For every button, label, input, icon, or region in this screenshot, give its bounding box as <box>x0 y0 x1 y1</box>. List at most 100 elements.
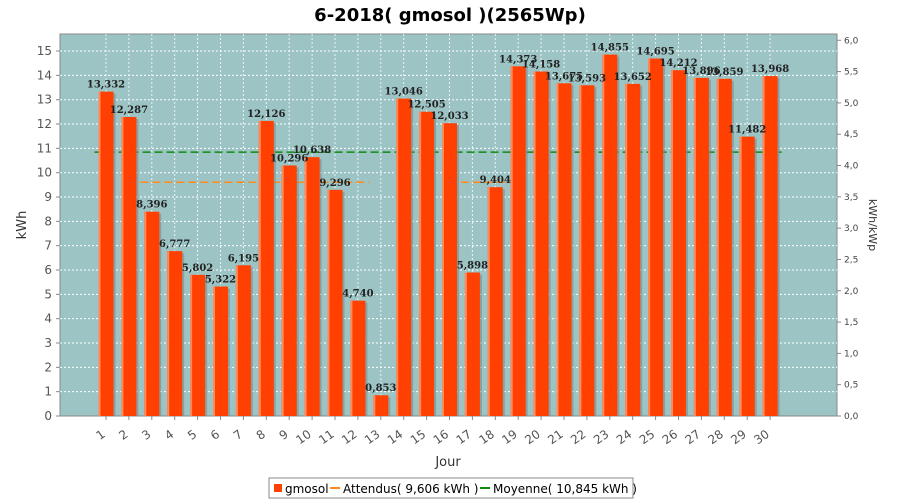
legend-label-moyenne: Moyenne( 10,845 kWh ) <box>493 482 637 496</box>
bar-highlight <box>419 111 422 416</box>
x-tick-label: 3 <box>139 427 153 443</box>
bar-highlight <box>693 77 696 417</box>
bar-8 <box>258 120 274 416</box>
bar-16 <box>442 123 457 417</box>
data-label: 13,652 <box>614 72 652 83</box>
bar-highlight <box>648 58 651 416</box>
bar-highlight <box>281 165 284 416</box>
bar-12 <box>350 300 366 416</box>
x-tick-label: 6 <box>208 427 222 443</box>
y-tick-label: 15 <box>37 44 52 58</box>
bar-2 <box>121 117 137 416</box>
data-label: 13,896 <box>682 66 720 77</box>
data-label: 14,158 <box>522 60 560 71</box>
data-label: 6,777 <box>159 239 190 250</box>
bar-highlight <box>533 71 536 416</box>
bar-4 <box>167 251 183 416</box>
x-tick-label: 29 <box>728 427 749 447</box>
x-tick-label: 9 <box>277 427 291 443</box>
bar-11 <box>327 189 343 416</box>
bar-5 <box>190 274 206 416</box>
x-tick-label: 17 <box>454 427 475 447</box>
y-tick-label: 14 <box>37 68 52 82</box>
y-right-tick-label: 0,0 <box>844 412 859 422</box>
data-label: 5,322 <box>205 275 236 286</box>
data-label: 12,505 <box>407 100 445 111</box>
bar-15 <box>419 111 435 416</box>
bar-highlight <box>121 117 124 416</box>
x-tick-label: 7 <box>231 427 245 443</box>
y-right-tick-label: 3,0 <box>844 224 859 234</box>
data-label: 0,853 <box>365 383 396 394</box>
x-tick-label: 25 <box>637 427 658 447</box>
x-axis: 1 2 3 4 5 6 7 8 9 10 11 12 13 14 15 16 17 18 19 20 21 22 23 24 2… <box>93 416 772 447</box>
bar-20 <box>533 71 549 416</box>
x-tick-label: 24 <box>614 427 635 447</box>
y-tick-label: 0 <box>44 409 52 423</box>
bar-highlight <box>762 76 765 416</box>
y-tick-label: 9 <box>44 190 52 204</box>
legend-label-gmosol: gmosol <box>285 482 329 496</box>
x-tick-label: 12 <box>339 427 360 447</box>
y-right-tick-label: 0,5 <box>844 381 858 391</box>
y-right-tick-label: 4,5 <box>844 130 858 140</box>
y-tick-label: 13 <box>37 93 52 107</box>
bar-1 <box>98 91 114 416</box>
bar-highlight <box>304 157 307 416</box>
bar-25 <box>648 58 664 416</box>
x-tick-label: 22 <box>568 427 589 447</box>
bar-10 <box>304 157 320 416</box>
y-right-tick-label: 3,5 <box>844 193 858 203</box>
y-tick-label: 2 <box>44 360 52 374</box>
data-label: 5,898 <box>457 260 488 271</box>
x-tick-label: 21 <box>545 427 566 447</box>
legend-swatch-gmosol <box>274 484 282 492</box>
bar-3 <box>144 211 160 416</box>
bar-26 <box>671 70 686 417</box>
y-right-tick-label: 1,0 <box>844 349 859 359</box>
chart-title: 6-2018( gmosol )(2565Wp) <box>314 5 586 26</box>
x-tick-label: 27 <box>683 427 704 447</box>
x-tick-label: 1 <box>93 427 107 443</box>
bar-highlight <box>327 189 330 416</box>
data-label: 13,593 <box>568 73 606 84</box>
x-tick-label: 30 <box>751 427 772 447</box>
y-right-tick-label: 1,5 <box>844 318 858 328</box>
bar-highlight <box>213 286 215 416</box>
y-right-tick-label: 5,5 <box>844 68 858 78</box>
bar-14 <box>396 98 412 416</box>
bar-highlight <box>579 85 582 416</box>
y-right-tick-label: 2,5 <box>844 255 858 265</box>
data-label: 12,126 <box>247 109 285 120</box>
data-label: 14,855 <box>591 43 629 54</box>
data-label: 14,695 <box>636 46 674 57</box>
bar-highlight <box>190 274 193 416</box>
y-tick-label: 12 <box>37 117 52 131</box>
y-axis-label: kWh <box>15 211 30 240</box>
x-tick-label: 5 <box>185 427 199 443</box>
bar-highlight <box>167 251 170 416</box>
bar-highlight <box>739 136 742 417</box>
data-label: 12,287 <box>110 105 148 116</box>
bar-13 <box>373 395 389 416</box>
x-axis-label: Jour <box>434 455 461 470</box>
y-tick-label: 4 <box>44 312 52 326</box>
data-label: 9,404 <box>480 175 511 186</box>
bar-highlight <box>464 272 467 416</box>
legend: gmosol Attendus( 9,606 kWh ) Moyenne( 10… <box>268 477 637 499</box>
x-tick-label: 26 <box>660 427 681 447</box>
x-tick-label: 4 <box>162 427 176 443</box>
bar-22 <box>579 85 595 416</box>
x-tick-label: 2 <box>116 427 130 443</box>
x-tick-label: 18 <box>476 427 497 447</box>
bar-6 <box>213 286 228 416</box>
bar-29 <box>739 136 755 417</box>
y-right-tick-label: 6,0 <box>844 36 859 46</box>
bar-19 <box>510 66 526 417</box>
bar-18 <box>487 187 503 416</box>
bar-highlight <box>487 187 490 416</box>
data-label: 11,482 <box>728 125 766 136</box>
